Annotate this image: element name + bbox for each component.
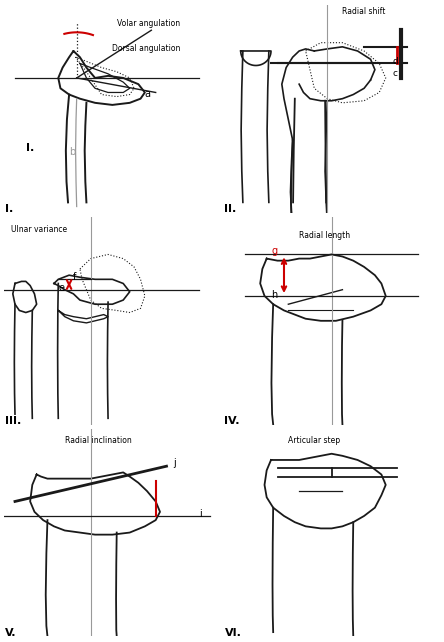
Text: Articular step: Articular step — [288, 437, 341, 446]
Text: I.: I. — [26, 143, 34, 153]
Text: j: j — [173, 458, 176, 468]
Text: II.: II. — [225, 204, 237, 214]
Text: Radial length: Radial length — [299, 231, 350, 240]
Text: Ulnar variance: Ulnar variance — [11, 225, 67, 234]
Text: VI.: VI. — [225, 628, 242, 638]
Text: c: c — [392, 69, 397, 78]
Text: g: g — [271, 247, 277, 256]
Text: e: e — [58, 283, 64, 293]
Text: IV.: IV. — [225, 416, 240, 426]
Text: I.: I. — [5, 204, 13, 214]
Text: a: a — [145, 89, 151, 99]
Text: h: h — [271, 290, 277, 300]
Text: Dorsal angulation: Dorsal angulation — [112, 44, 181, 53]
Text: V.: V. — [5, 628, 17, 638]
Text: d: d — [392, 58, 398, 67]
Text: b: b — [69, 146, 75, 157]
Text: Radial shift: Radial shift — [342, 6, 386, 15]
Text: f: f — [72, 272, 76, 282]
Text: Radial inclination: Radial inclination — [65, 437, 131, 446]
Text: Volar angulation: Volar angulation — [117, 19, 180, 28]
Text: III.: III. — [5, 416, 21, 426]
Text: i: i — [199, 509, 202, 519]
